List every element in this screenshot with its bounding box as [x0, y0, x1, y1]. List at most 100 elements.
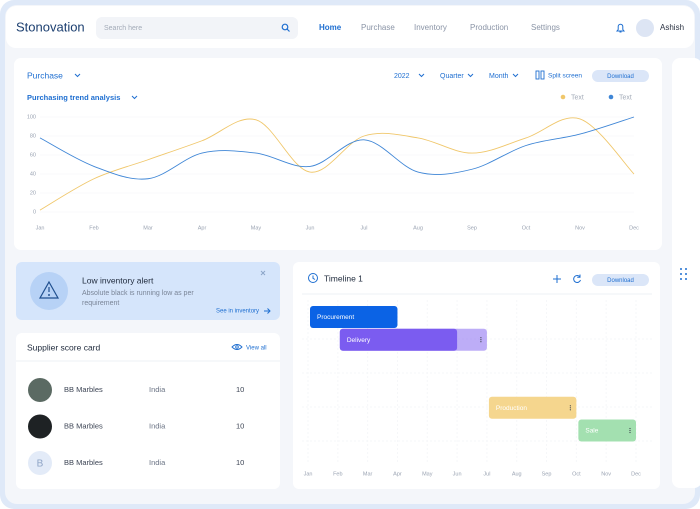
task-progress — [339, 328, 458, 351]
chevron[interactable] — [512, 73, 519, 78]
nav-item[interactable]: Production — [470, 23, 508, 32]
supplier-country: India — [149, 421, 166, 430]
month-label: Aug — [512, 471, 522, 477]
y-tick-label: 20 — [30, 190, 36, 196]
task-menu-dot[interactable] — [569, 409, 571, 411]
month-label: Nov — [601, 471, 611, 477]
filter[interactable]: Quarter — [440, 73, 464, 80]
line-chart: 0 20 40 60 80 100 Jan Feb Mar Apr May Jun Jul Aug Sep O… — [27, 94, 639, 231]
x-tick-label: Sep — [467, 225, 477, 231]
task-menu-dot[interactable] — [629, 431, 631, 434]
task-menu-dot[interactable] — [480, 337, 482, 339]
search-icon[interactable] — [281, 23, 290, 32]
y-tick-label: 100 — [27, 114, 36, 120]
supplier-score: 10 — [236, 421, 244, 430]
logo: Stonovation — [16, 19, 85, 34]
supplier-score: 10 — [236, 385, 244, 394]
alert-message: Absolute black is running low as per req… — [82, 290, 194, 307]
x-tick-label: Jun — [306, 225, 315, 231]
filter[interactable]: Month — [489, 73, 509, 80]
legend-swatch — [560, 94, 566, 100]
alert-title: Low inventory alert — [82, 275, 154, 285]
panel-title[interactable]: Purchase — [27, 70, 63, 80]
chevron[interactable] — [418, 73, 425, 78]
avatar-initial: B — [37, 459, 44, 470]
task-menu-dot[interactable] — [569, 405, 571, 407]
series-line — [39, 117, 635, 211]
x-tick-label: Apr — [198, 225, 207, 231]
supplier-name: BB Marbles — [64, 421, 103, 430]
nav-item[interactable]: Inventory — [414, 23, 447, 32]
legend-label: Text — [571, 94, 584, 101]
refresh-icon[interactable] — [573, 274, 581, 284]
add-icon[interactable] — [553, 275, 561, 283]
task-bar — [488, 396, 577, 419]
chevron[interactable] — [74, 73, 81, 78]
nav-item[interactable]: Purchase — [361, 23, 395, 32]
chevron[interactable] — [467, 73, 474, 78]
month-label: Apr — [393, 471, 402, 477]
y-tick-label: 60 — [30, 152, 36, 158]
month-label: Jul — [483, 471, 490, 477]
gantt-chart: Jan Feb Mar Apr May Jun Jul Aug Sep Oct Nov Dec Proc… — [302, 300, 652, 477]
download-label: Download — [607, 278, 634, 284]
task-label: Delivery — [347, 337, 371, 344]
task-label: Sale — [585, 428, 598, 435]
task-label: Procurement — [317, 314, 354, 321]
timeline-card — [293, 262, 660, 489]
supplier-country: India — [149, 458, 166, 467]
supplier-card — [16, 333, 280, 489]
month-label: Oct — [572, 471, 581, 477]
month-label: Mar — [363, 471, 373, 477]
arrow-icon[interactable] — [264, 308, 271, 314]
split-icon[interactable] — [535, 70, 545, 80]
download-button[interactable] — [592, 274, 649, 286]
split-screen[interactable]: Split screen — [548, 73, 582, 80]
month-label: Sep — [542, 471, 552, 477]
avatar — [28, 378, 52, 402]
drag-handle[interactable] — [680, 268, 687, 280]
clock-icon — [308, 273, 318, 283]
x-tick-label: Oct — [522, 225, 531, 231]
month-label: Jan — [304, 471, 313, 477]
nav-item[interactable]: Home — [319, 23, 342, 32]
x-tick-label: May — [251, 225, 262, 231]
month-label: Jun — [453, 471, 462, 477]
alert-link[interactable]: See in inventory — [216, 309, 259, 315]
y-tick-label: 80 — [30, 133, 36, 139]
task-bar — [578, 419, 636, 442]
avatar — [28, 414, 52, 439]
task-menu-dot[interactable] — [569, 407, 571, 409]
month-label: Dec — [631, 471, 641, 477]
task-menu-dot[interactable] — [629, 427, 631, 430]
avatar[interactable] — [636, 19, 654, 37]
close-icon[interactable] — [260, 270, 266, 276]
supplier-title: Supplier score card — [27, 342, 101, 352]
task-menu-dot[interactable] — [480, 341, 482, 343]
month-label: May — [422, 471, 433, 477]
search-box[interactable] — [96, 17, 298, 39]
x-tick-label: Nov — [575, 225, 585, 231]
bell-icon[interactable] — [615, 23, 626, 33]
avatar — [28, 451, 52, 475]
warning-icon — [38, 280, 60, 299]
nav-item[interactable]: Settings — [531, 23, 560, 32]
x-tick-label: Mar — [143, 225, 153, 231]
supplier-name: BB Marbles — [64, 385, 103, 394]
alert-message-box: Absolute black is running low as per req… — [82, 290, 194, 307]
purchase-panel — [14, 58, 662, 250]
month-label: Feb — [333, 471, 342, 477]
eye-icon[interactable] — [231, 344, 243, 350]
alert-card — [16, 262, 280, 320]
legend-swatch — [608, 94, 614, 100]
download-button[interactable] — [592, 70, 649, 82]
timeline-title: Timeline 1 — [324, 273, 363, 283]
filter[interactable]: 2022 — [394, 73, 410, 80]
task-menu-dot[interactable] — [480, 339, 482, 341]
x-tick-label: Jan — [36, 225, 45, 231]
chevron[interactable] — [131, 95, 138, 100]
supplier-score: 10 — [236, 458, 244, 467]
view-all[interactable]: View all — [246, 346, 267, 352]
task-menu-dot[interactable] — [629, 429, 631, 432]
